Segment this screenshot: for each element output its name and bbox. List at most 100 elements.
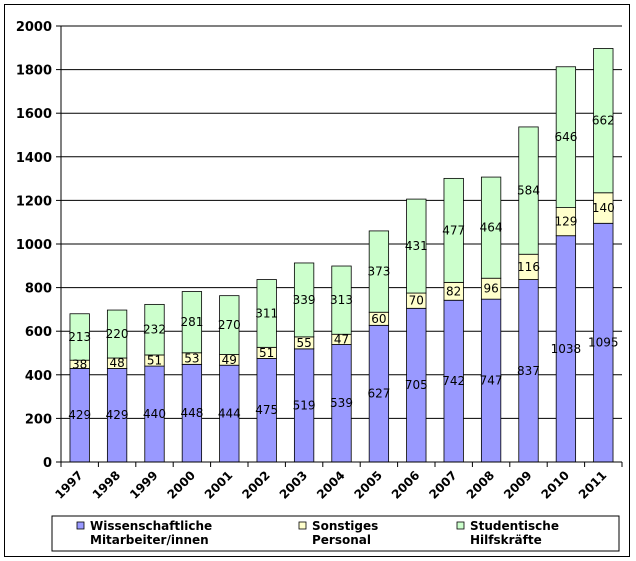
data-label: 339: [293, 293, 316, 307]
y-tick-label: 400: [25, 369, 52, 384]
bars: [69, 48, 614, 463]
bar-segment: [368, 230, 390, 313]
x-tick-label: 2010: [539, 468, 573, 502]
data-label: 837: [517, 364, 540, 378]
data-label: 140: [592, 201, 615, 215]
legend-label: Wissenschaftliche: [90, 519, 212, 533]
legend-box: [51, 515, 620, 552]
bar-segment: [181, 291, 203, 354]
data-label: 82: [446, 284, 461, 298]
y-tick-label: 0: [43, 456, 52, 471]
legend-label: Hilfskräfte: [470, 533, 542, 547]
bar-segment: [256, 279, 277, 348]
data-label: 440: [143, 407, 166, 421]
data-label: 49: [222, 353, 237, 367]
legend-swatch: [456, 521, 465, 530]
legend-swatch: [298, 521, 307, 530]
bar-segment: [293, 262, 315, 338]
data-label: 48: [109, 356, 124, 370]
data-label: 662: [592, 114, 615, 128]
data-label: 444: [218, 407, 241, 421]
bar-segment: [518, 126, 539, 255]
data-label: 429: [68, 408, 91, 422]
data-label: 747: [480, 374, 503, 388]
data-label: 51: [147, 354, 162, 368]
data-label: 742: [442, 374, 465, 388]
data-label: 116: [517, 260, 540, 274]
data-label: 584: [517, 184, 540, 198]
data-label: 220: [106, 327, 129, 341]
bar-segment: [69, 313, 90, 361]
data-label: 311: [255, 306, 278, 320]
data-label: 47: [334, 332, 349, 346]
y-tick-label: 1600: [16, 107, 52, 122]
data-label: 55: [296, 336, 311, 350]
x-tick-label: 2000: [165, 468, 199, 502]
data-label: 539: [330, 396, 353, 410]
x-tick-label: 2011: [576, 468, 610, 502]
legend-swatch: [76, 521, 85, 530]
data-label: 1038: [551, 342, 582, 356]
data-label: 705: [405, 378, 428, 392]
bar-segment: [219, 295, 240, 355]
bar-segment: [406, 198, 427, 294]
x-tick-label: 2009: [501, 468, 535, 502]
data-label: 53: [184, 352, 199, 366]
x-tick-label: 2001: [202, 468, 236, 502]
x-tick-label: 1997: [52, 468, 86, 502]
data-label: 313: [330, 293, 353, 307]
x-tick-label: 2002: [239, 468, 273, 502]
data-label: 270: [218, 318, 241, 332]
x-tick-label: 2008: [464, 468, 498, 502]
data-label: 38: [72, 357, 87, 371]
x-tick-label: 2007: [426, 468, 460, 502]
y-tick-label: 600: [25, 325, 52, 340]
data-label: 281: [180, 315, 203, 329]
y-tick-label: 1800: [16, 64, 52, 79]
data-label: 448: [180, 406, 203, 420]
data-label: 429: [106, 408, 129, 422]
y-tick-label: 800: [25, 282, 52, 297]
x-tick-label: 2006: [389, 468, 423, 502]
bar-segment: [331, 265, 352, 335]
data-label: 213: [68, 330, 91, 344]
x-tick-label: 2005: [352, 468, 386, 502]
data-label: 96: [483, 282, 498, 296]
data-label: 70: [409, 294, 424, 308]
x-tick-label: 1999: [127, 468, 161, 502]
x-tick-label: 2004: [314, 468, 348, 502]
bar-segment: [106, 309, 128, 359]
y-tick-label: 1400: [16, 151, 52, 166]
data-label: 477: [442, 223, 465, 237]
data-label: 464: [480, 221, 503, 235]
bar-segment: [480, 176, 502, 279]
data-label: 60: [371, 312, 386, 326]
data-label: 373: [367, 265, 390, 279]
y-tick-label: 1000: [16, 238, 52, 253]
legend-label: Personal: [312, 533, 371, 547]
bar-segment: [144, 303, 165, 356]
legend-label: Studentische: [470, 519, 559, 533]
data-label: 646: [554, 130, 577, 144]
data-label: 232: [143, 323, 166, 337]
data-label: 129: [554, 215, 577, 229]
data-label: 519: [293, 398, 316, 412]
bar-segment: [555, 66, 577, 208]
legend-label: Sonstiges: [312, 519, 378, 533]
bar-segment: [593, 48, 614, 194]
data-label: 1095: [588, 336, 619, 350]
y-tick-label: 1200: [16, 194, 52, 209]
y-tick-label: 200: [25, 412, 52, 427]
x-tick-label: 1998: [90, 468, 124, 502]
data-label: 51: [259, 346, 274, 360]
legend-label: Mitarbeiter/innen: [90, 533, 209, 547]
bar-segment: [443, 177, 464, 283]
data-label: 431: [405, 239, 428, 253]
data-label: 475: [255, 403, 278, 417]
data-label: 627: [367, 387, 390, 401]
y-tick-label: 2000: [16, 20, 52, 35]
data-labels: 429 38 213 429 48 220 440 51 232 448 53 281 444 49 270…: [68, 114, 618, 423]
x-tick-label: 2003: [277, 468, 311, 502]
